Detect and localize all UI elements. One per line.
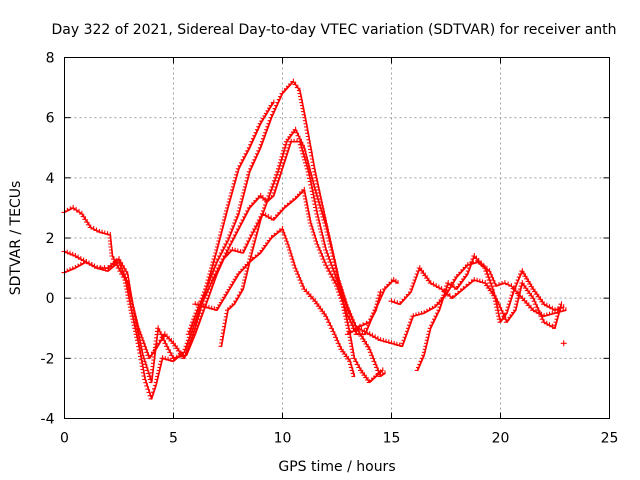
y-axis-label: SDTVAR / TECUs	[8, 181, 24, 296]
isolated-point-0	[560, 340, 567, 347]
x-axis-label: GPS time / hours	[278, 459, 395, 475]
y-tick-label-2: 0	[46, 291, 55, 307]
y-tick-label-5: 6	[46, 111, 55, 127]
x-tick-label-1: 5	[169, 431, 178, 447]
x-tick-label-3: 15	[383, 431, 401, 447]
chart-title: Day 322 of 2021, Sidereal Day-to-day VTE…	[51, 22, 616, 38]
x-tick-label-4: 20	[492, 431, 510, 447]
x-tick-label-0: 0	[60, 431, 69, 447]
y-tick-label-6: 8	[46, 51, 55, 67]
series-line-trace-5	[220, 128, 384, 384]
series-markers-trace-1	[61, 186, 399, 400]
series-line-trace-4	[188, 80, 386, 378]
y-tick-label-1: -2	[41, 351, 55, 367]
series-markers-trace-9	[388, 265, 563, 329]
y-tick-label-3: 2	[46, 231, 55, 247]
series-markers-trace-6	[192, 226, 355, 377]
y-tick-label-0: -4	[41, 412, 55, 428]
series-markers-trace-5	[218, 126, 384, 383]
series-line-trace-1	[63, 189, 399, 400]
y-tick-label-4: 4	[46, 171, 55, 187]
x-tick-label-2: 10	[274, 431, 292, 447]
series-layer	[61, 78, 567, 400]
axis-layer: 0 5 10 15 20 25 -4 -2 0 2 4 6 8	[41, 51, 619, 447]
x-tick-label-5: 25	[601, 431, 619, 447]
